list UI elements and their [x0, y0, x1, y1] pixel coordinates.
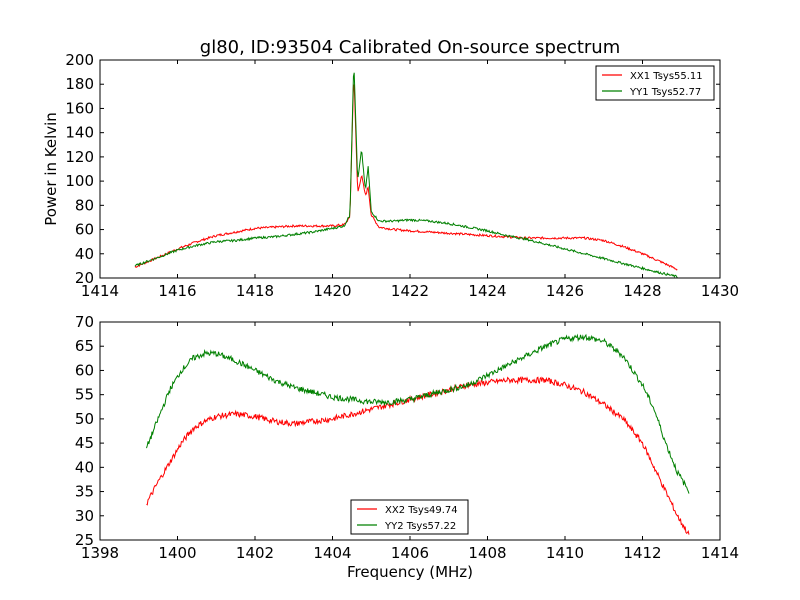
- x-tick-label: 1412: [623, 544, 661, 562]
- legend-box: [595, 65, 715, 101]
- x-tick-label: 1408: [468, 544, 506, 562]
- y-tick-label: 60: [75, 221, 94, 239]
- y-tick-label: 140: [65, 124, 94, 142]
- y-tick-label: 65: [75, 337, 94, 355]
- x-tick-label: 1426: [546, 282, 584, 300]
- y-tick-label: 60: [75, 361, 94, 379]
- y-tick-label: 20: [75, 269, 94, 287]
- x-tick-label: 1404: [313, 544, 351, 562]
- y-tick-label: 30: [75, 507, 94, 525]
- y-tick-label: 100: [65, 172, 94, 190]
- series-line-yy1: [134, 72, 678, 278]
- x-tick-label: 1416: [158, 282, 196, 300]
- legend-label: YY2 Tsys57.22: [384, 521, 456, 532]
- legend-label: XX1 Tsys55.11: [630, 71, 703, 82]
- legend: XX2 Tsys49.74 YY2 Tsys57.22: [350, 499, 469, 535]
- top-y-axis-label: Power in Kelvin: [42, 112, 60, 226]
- y-tick-label: 35: [75, 483, 94, 501]
- y-tick-label: 25: [75, 531, 94, 549]
- y-tick-label: 40: [75, 458, 94, 476]
- x-tick-label: 1414: [701, 544, 739, 562]
- series-line-yy2: [146, 333, 690, 494]
- legend-label: XX2 Tsys49.74: [385, 505, 458, 516]
- legend-label: YY1 Tsys52.77: [629, 87, 701, 98]
- top-plot: 1414 1416 1418 1420 1422 1424 1426 1428 1430 20 40…: [65, 51, 739, 300]
- x-tick-label: 1406: [391, 544, 429, 562]
- y-tick-label: 50: [75, 410, 94, 428]
- x-tick-label: 1414: [81, 282, 119, 300]
- y-tick-label: 160: [65, 99, 94, 117]
- y-tick-label: 45: [75, 434, 94, 452]
- x-tick-label: 1430: [701, 282, 739, 300]
- x-tick-label: 1398: [81, 544, 119, 562]
- chart-title: gl80, ID:93504 Calibrated On-source spec…: [200, 37, 620, 58]
- bottom-plot: 1398 1400 1402 1404 1406 1408 1410 1412 1414 25 30…: [75, 313, 739, 562]
- y-tick-label: 55: [75, 386, 94, 404]
- x-tick-label: 1418: [236, 282, 274, 300]
- x-tick-label: 1422: [391, 282, 429, 300]
- x-tick-label: 1410: [546, 544, 584, 562]
- y-tick-label: 80: [75, 196, 94, 214]
- x-tick-label: 1402: [236, 544, 274, 562]
- x-tick-label: 1400: [158, 544, 196, 562]
- legend: XX1 Tsys55.11 YY1 Tsys52.77: [595, 65, 715, 101]
- legend-box: [350, 499, 469, 535]
- y-tick-label: 70: [75, 313, 94, 331]
- y-tick-label: 200: [65, 51, 94, 69]
- series-line-xx2: [146, 376, 690, 535]
- series-line-xx1: [134, 84, 678, 271]
- x-tick-label: 1424: [468, 282, 506, 300]
- x-tick-label: 1428: [623, 282, 661, 300]
- y-tick-label: 120: [65, 148, 94, 166]
- x-tick-label: 1420: [313, 282, 351, 300]
- y-tick-label: 180: [65, 75, 94, 93]
- y-tick-label: 40: [75, 245, 94, 263]
- bottom-x-axis-label: Frequency (MHz): [347, 563, 473, 581]
